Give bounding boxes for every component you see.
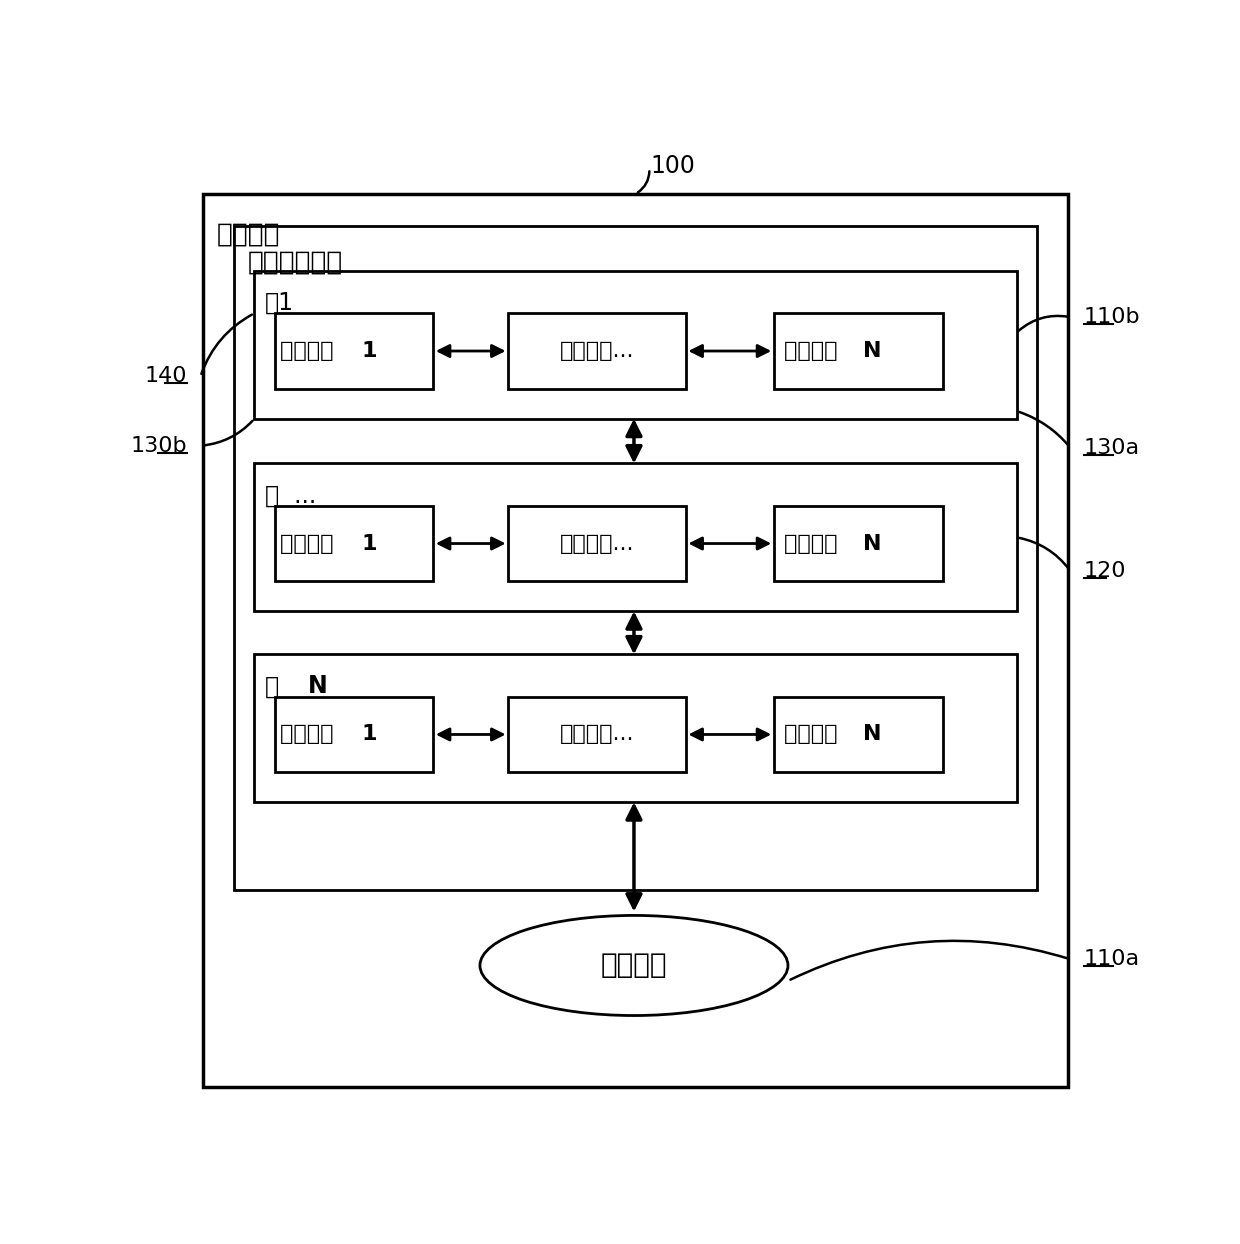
Text: N: N	[863, 724, 882, 744]
Text: 受控对象: 受控对象	[600, 952, 667, 979]
Bar	[254, 271, 1017, 419]
Text: 控制主体...: 控制主体...	[559, 341, 634, 361]
Text: N: N	[863, 534, 882, 554]
Text: 控制主体: 控制主体	[279, 341, 340, 361]
Bar	[774, 506, 944, 581]
Text: N: N	[863, 341, 882, 361]
Bar	[508, 313, 686, 388]
Bar	[233, 226, 1038, 889]
Bar	[275, 506, 433, 581]
Text: 控制主体: 控制主体	[279, 534, 340, 554]
Text: 层: 层	[265, 674, 294, 698]
Text: 1: 1	[362, 341, 377, 361]
Text: 控制主体...: 控制主体...	[559, 724, 634, 744]
Bar	[774, 313, 944, 388]
Text: 技术系统: 技术系统	[217, 221, 280, 248]
Bar	[275, 697, 433, 773]
Ellipse shape	[480, 916, 787, 1015]
Text: 110a: 110a	[1084, 949, 1140, 969]
Bar	[508, 506, 686, 581]
Text: 控制主体: 控制主体	[785, 534, 844, 554]
Text: 层1: 层1	[265, 291, 294, 315]
Text: 100: 100	[651, 154, 696, 178]
Text: 控制主体: 控制主体	[785, 341, 844, 361]
Text: 130a: 130a	[1084, 438, 1140, 458]
Text: 130b: 130b	[130, 435, 187, 455]
Bar	[508, 697, 686, 773]
Bar	[774, 697, 944, 773]
Text: 控制主体: 控制主体	[785, 724, 844, 744]
Text: 120: 120	[1084, 561, 1126, 581]
Bar	[254, 464, 1017, 611]
Text: 控制主体: 控制主体	[279, 724, 340, 744]
Bar	[254, 654, 1017, 802]
Text: 1: 1	[362, 724, 377, 744]
Text: 控制主体...: 控制主体...	[559, 534, 634, 554]
Text: 110b: 110b	[1084, 307, 1141, 327]
Text: 层  ...: 层 ...	[265, 484, 316, 508]
Text: N: N	[308, 674, 327, 698]
Text: 140: 140	[145, 367, 187, 387]
Bar	[275, 313, 433, 388]
Text: 多层控制系统: 多层控制系统	[248, 249, 342, 275]
Text: 1: 1	[362, 534, 377, 554]
